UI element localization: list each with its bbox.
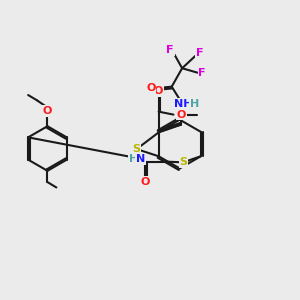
Text: S: S — [133, 144, 141, 154]
Text: H: H — [190, 99, 199, 109]
Text: F: F — [167, 45, 174, 55]
Text: NH: NH — [174, 99, 193, 109]
Text: O: O — [146, 82, 156, 93]
Text: N: N — [136, 154, 145, 164]
Text: O: O — [141, 176, 150, 187]
Text: F: F — [196, 48, 203, 59]
Text: O: O — [154, 86, 163, 96]
Text: H: H — [129, 154, 138, 164]
Text: F: F — [198, 68, 206, 78]
Text: O: O — [43, 106, 52, 116]
Text: S: S — [180, 157, 188, 167]
Text: O: O — [176, 110, 186, 120]
